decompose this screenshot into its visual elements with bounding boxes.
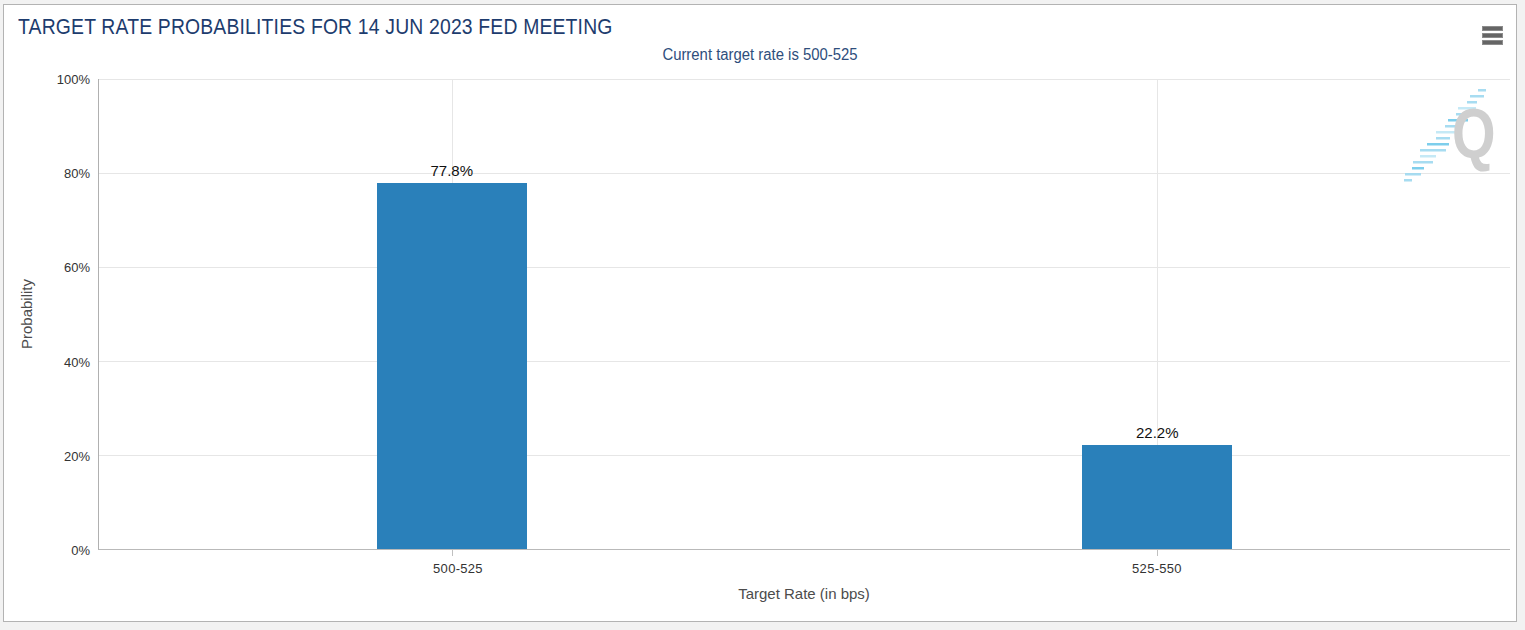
watermark-q-letter: Q xyxy=(1452,99,1496,169)
x-tick-label: 500-525 xyxy=(433,561,483,576)
chart-subtitle: Current target rate is 500-525 xyxy=(57,46,1463,64)
category-500-525: 77.8% xyxy=(99,79,805,549)
bar-500-525[interactable] xyxy=(377,183,527,549)
bar-group: 77.8% xyxy=(377,79,527,549)
chart-title: TARGET RATE PROBABILITIES FOR 14 JUN 202… xyxy=(18,14,613,40)
bar-value-label: 22.2% xyxy=(1136,424,1179,441)
y-tick-label: 60% xyxy=(4,260,90,275)
y-tick-label: 0% xyxy=(4,543,90,558)
y-axis-title: Probability xyxy=(18,279,35,349)
bar-value-label: 77.8% xyxy=(430,162,473,179)
y-tick-label: 100% xyxy=(4,72,90,87)
x-axis-title: Target Rate (in bps) xyxy=(738,585,870,602)
plot-area: Q 77.8% 22.2% xyxy=(98,79,1510,550)
hamburger-bar xyxy=(1482,40,1503,45)
hamburger-bar xyxy=(1482,33,1503,38)
x-tick-mark xyxy=(1157,550,1158,556)
bar-525-550[interactable] xyxy=(1082,445,1232,549)
y-tick-label: 40% xyxy=(4,355,90,370)
category-track: 77.8% 22.2% xyxy=(99,79,1510,549)
y-tick-label: 80% xyxy=(4,166,90,181)
y-tick-label: 20% xyxy=(4,449,90,464)
hamburger-menu-icon[interactable] xyxy=(1482,26,1503,47)
bar-group: 22.2% xyxy=(1082,79,1232,549)
hamburger-bar xyxy=(1482,26,1503,31)
quikstrike-watermark-logo: Q xyxy=(1400,83,1500,193)
x-tick-mark xyxy=(452,550,453,556)
x-tick-label: 525-550 xyxy=(1132,561,1182,576)
fedwatch-chart-widget: TARGET RATE PROBABILITIES FOR 14 JUN 202… xyxy=(3,4,1517,622)
